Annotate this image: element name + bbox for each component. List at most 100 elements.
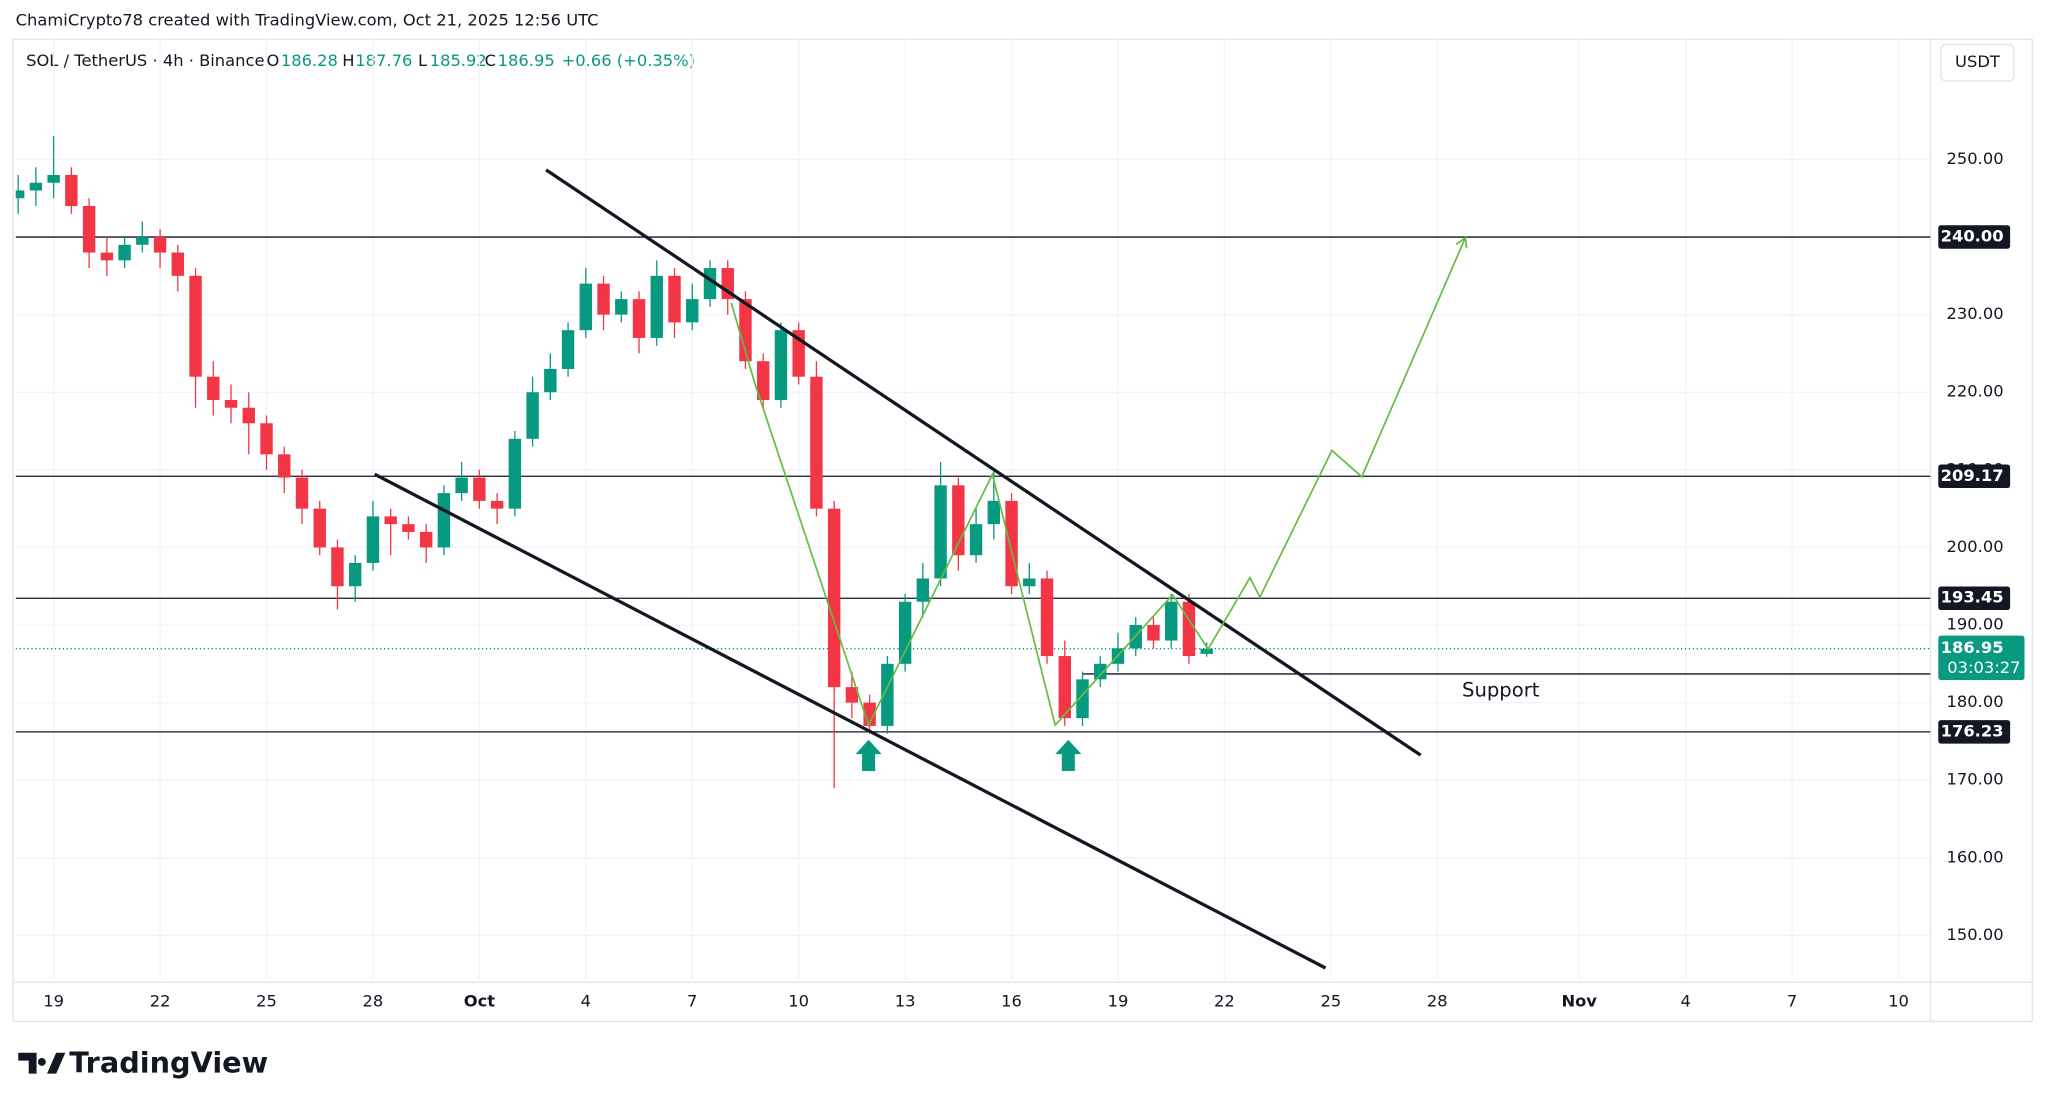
y-tick-label: 170.00 xyxy=(1947,770,2004,789)
x-tick-label: 4 xyxy=(1680,991,1690,1010)
candle-body xyxy=(827,508,841,688)
candle-body xyxy=(544,368,557,393)
candle-body xyxy=(1182,601,1196,657)
frame xyxy=(12,38,2033,1023)
candle-body xyxy=(739,299,752,362)
candle-body xyxy=(402,524,415,532)
candle-body xyxy=(561,330,575,369)
candle-body xyxy=(118,244,131,261)
candle-body xyxy=(526,392,539,439)
candle-body xyxy=(348,562,362,587)
ohlc-key: H xyxy=(342,51,354,70)
candle-body xyxy=(295,477,309,509)
candle-body xyxy=(579,283,593,331)
currency-button[interactable] xyxy=(1940,43,2015,82)
attribution: ChamiCrypto78 created with TradingView.c… xyxy=(16,10,599,29)
candle-body xyxy=(189,275,202,377)
candle-body xyxy=(668,275,681,323)
candle-body xyxy=(384,516,397,525)
x-tick-label: 22 xyxy=(150,991,171,1010)
currency[interactable]: USDT xyxy=(1955,52,2001,71)
candle-body xyxy=(437,493,451,548)
x-tick-label: Oct xyxy=(464,991,496,1010)
candle-body xyxy=(100,252,114,261)
candle-body xyxy=(1023,578,1036,587)
candle-body xyxy=(615,299,628,315)
y-tick-label: 230.00 xyxy=(1947,304,2004,323)
candle-body xyxy=(597,283,610,315)
logo: TradingView xyxy=(18,1046,268,1080)
candle-body xyxy=(65,174,78,207)
level-label: 240.00 xyxy=(1941,227,2004,246)
ohlc-key: C xyxy=(485,51,496,70)
candle-body xyxy=(1094,663,1107,680)
candle-body xyxy=(419,531,433,548)
candle-body xyxy=(508,438,522,509)
x-tick-label: 7 xyxy=(1787,991,1797,1010)
candle-body xyxy=(969,524,983,556)
y-tick-label: 160.00 xyxy=(1947,847,2004,866)
candle-body xyxy=(1147,625,1160,641)
projection-arrowhead xyxy=(1455,236,1468,249)
candle-body xyxy=(455,477,468,494)
candle-body xyxy=(473,477,486,501)
symbol: SOL / TetherUS · 4h · Binance xyxy=(26,51,264,70)
candle-body xyxy=(1165,601,1178,641)
candle-body xyxy=(1005,500,1018,587)
trendline xyxy=(373,472,1327,970)
x-tick-label: 19 xyxy=(43,991,64,1010)
candle-body xyxy=(1200,648,1213,654)
x-tick-label: 13 xyxy=(895,991,916,1010)
candle-body xyxy=(632,299,646,338)
candle-body xyxy=(916,578,930,602)
logo-mark xyxy=(18,1052,66,1074)
level-tag xyxy=(1938,225,2011,249)
level-label: 209.17 xyxy=(1941,466,2004,485)
candle-body xyxy=(331,547,344,587)
ohlc-value: 187.76 xyxy=(355,51,412,70)
logo-text: TradingView xyxy=(69,1046,268,1080)
y-tick-label: 200.00 xyxy=(1947,537,2004,556)
support-label: Support xyxy=(1462,678,1540,701)
candle-body xyxy=(1076,679,1089,719)
y-tick-label: 250.00 xyxy=(1947,149,2004,168)
x-tick-label: Nov xyxy=(1561,991,1597,1010)
y-tick-label: 220.00 xyxy=(1947,382,2004,401)
ohlc-value: 185.92 xyxy=(430,51,487,70)
candle-body xyxy=(774,330,788,400)
candle-body xyxy=(153,237,167,253)
plot xyxy=(15,136,1931,970)
x-tick-label: 22 xyxy=(1214,991,1235,1010)
trendline xyxy=(545,168,1422,757)
level-tag xyxy=(1938,586,2011,611)
projection-path xyxy=(730,237,1467,728)
level-label: 193.45 xyxy=(1941,588,2004,607)
candle-body xyxy=(366,516,380,563)
candle-body xyxy=(490,500,504,509)
candle-body xyxy=(1040,578,1054,657)
candle-body xyxy=(224,399,238,408)
change: +0.66 (+0.35%) xyxy=(562,51,695,70)
candle-body xyxy=(756,361,770,400)
candle-body xyxy=(47,174,60,183)
candle-body xyxy=(810,376,823,509)
ohlc-value: 186.95 xyxy=(498,51,555,70)
candle-body xyxy=(242,407,255,424)
x-tick-label: 10 xyxy=(1888,991,1909,1010)
y-tick-label: 190.00 xyxy=(1947,615,2004,634)
candle-body xyxy=(136,237,149,245)
last-price-tag xyxy=(1938,635,2025,681)
x-tick-label: 7 xyxy=(687,991,697,1010)
candle-body xyxy=(171,252,185,276)
candle-body xyxy=(260,423,273,455)
x-tick-label: 25 xyxy=(1320,991,1341,1010)
y-tick-label: 180.00 xyxy=(1947,692,2004,711)
level-tag xyxy=(1938,720,2011,744)
candle-body xyxy=(278,454,291,478)
up-arrow-marker xyxy=(1055,739,1082,772)
candle-body xyxy=(686,299,699,323)
candle-body xyxy=(29,182,43,191)
